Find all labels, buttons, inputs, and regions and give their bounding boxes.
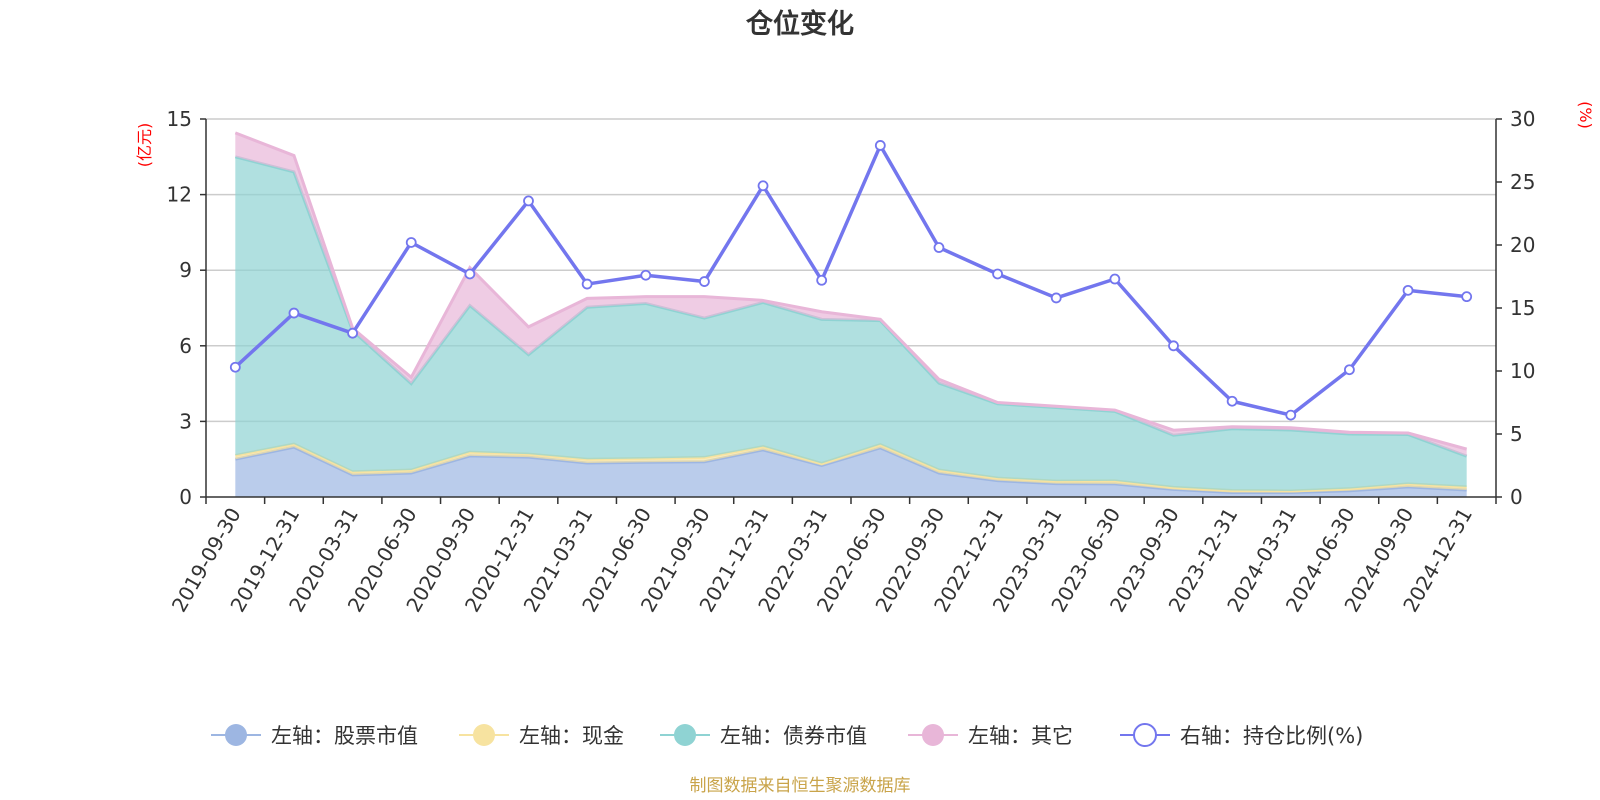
left-axis-tick-label: 9: [179, 258, 192, 282]
data-source-note: 制图数据来自恒生聚源数据库: [690, 776, 911, 796]
ratio-point: [1285, 409, 1297, 421]
ratio-line: [229, 140, 1473, 421]
bond-value-area: [235, 156, 1467, 491]
right-axis-tick-label: 10: [1510, 359, 1535, 383]
ratio-point: [347, 327, 358, 339]
left-axis-tick-label: 6: [179, 334, 192, 358]
left-axis-tick-label: 12: [167, 183, 192, 207]
left-axis-unit: (亿元): [135, 123, 154, 168]
legend-label: 左轴：其它: [968, 724, 1073, 748]
ratio-point: [229, 361, 241, 373]
ratio-point: [992, 268, 1003, 280]
legend-swatch-marker: [473, 724, 495, 746]
legend-label: 左轴：债券市值: [720, 724, 867, 748]
other-area: [235, 132, 1467, 457]
legend-swatch-marker: [1133, 723, 1157, 747]
legend-label: 左轴：现金: [519, 724, 624, 748]
right-axis-tick-label: 25: [1510, 170, 1535, 194]
chart-title: 仓位变化: [745, 8, 854, 40]
ratio-point: [1226, 395, 1238, 407]
ratio-point: [581, 278, 593, 290]
right-axis-tick-label: 20: [1510, 233, 1535, 257]
left-axis-tick-label: 3: [179, 409, 192, 433]
legend-label: 右轴：持仓比例(%): [1180, 724, 1363, 748]
legend-swatch-marker: [674, 724, 696, 746]
ratio-point: [1109, 273, 1121, 285]
ratio-point: [405, 237, 417, 248]
left-axis-tick-label: 15: [167, 107, 192, 131]
left-axis-tick-label: 0: [179, 485, 192, 509]
other-area-edge: [234, 131, 1468, 451]
right-axis-tick-label: 30: [1510, 107, 1535, 131]
ratio-point: [1344, 364, 1355, 376]
ratio-line-path: [234, 143, 1467, 417]
ratio-point: [1050, 292, 1062, 304]
ratio-point: [464, 268, 476, 280]
legend-label: 左轴：股票市值: [271, 724, 418, 748]
right-axis-unit: (%): [1576, 101, 1595, 129]
ratio-point: [523, 195, 534, 207]
ratio-point: [1168, 340, 1179, 352]
ratio-point: [874, 140, 886, 151]
ratio-point: [288, 307, 300, 319]
stacked-areas: [234, 131, 1468, 497]
ratio-point: [933, 242, 945, 253]
gridlines: [206, 118, 1496, 423]
ratio-point: [1461, 291, 1473, 303]
ratio-point: [757, 180, 769, 192]
right-axis-tick-label: 0: [1510, 485, 1523, 509]
legend-swatch-marker: [922, 724, 944, 746]
ratio-point: [640, 269, 652, 281]
right-axis-tick-label: 5: [1510, 422, 1523, 446]
right-axis-tick-label: 15: [1510, 296, 1535, 320]
legend-swatch-marker: [225, 724, 247, 746]
ratio-point: [816, 274, 828, 286]
ratio-point: [1402, 284, 1414, 296]
legend: 左轴：股票市值 左轴：现金 左轴：债券市值 左轴：其它 右轴：持仓比例(%): [211, 723, 1363, 748]
ratio-point: [699, 276, 710, 287]
